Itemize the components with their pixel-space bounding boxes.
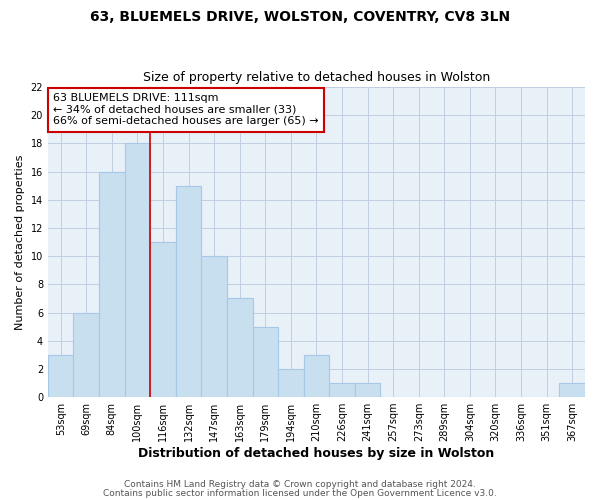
Bar <box>227 298 253 397</box>
Title: Size of property relative to detached houses in Wolston: Size of property relative to detached ho… <box>143 72 490 85</box>
Text: Contains public sector information licensed under the Open Government Licence v3: Contains public sector information licen… <box>103 488 497 498</box>
Bar <box>559 383 585 397</box>
Bar <box>304 355 329 397</box>
Text: 63 BLUEMELS DRIVE: 111sqm
← 34% of detached houses are smaller (33)
66% of semi-: 63 BLUEMELS DRIVE: 111sqm ← 34% of detac… <box>53 94 319 126</box>
Text: 63, BLUEMELS DRIVE, WOLSTON, COVENTRY, CV8 3LN: 63, BLUEMELS DRIVE, WOLSTON, COVENTRY, C… <box>90 10 510 24</box>
Bar <box>125 144 150 397</box>
Bar <box>329 383 355 397</box>
X-axis label: Distribution of detached houses by size in Wolston: Distribution of detached houses by size … <box>139 447 494 460</box>
Bar <box>355 383 380 397</box>
Y-axis label: Number of detached properties: Number of detached properties <box>15 154 25 330</box>
Bar <box>99 172 125 397</box>
Bar <box>202 256 227 397</box>
Bar <box>73 312 99 397</box>
Bar <box>176 186 202 397</box>
Bar <box>278 369 304 397</box>
Bar <box>150 242 176 397</box>
Bar <box>48 355 73 397</box>
Bar <box>253 326 278 397</box>
Text: Contains HM Land Registry data © Crown copyright and database right 2024.: Contains HM Land Registry data © Crown c… <box>124 480 476 489</box>
